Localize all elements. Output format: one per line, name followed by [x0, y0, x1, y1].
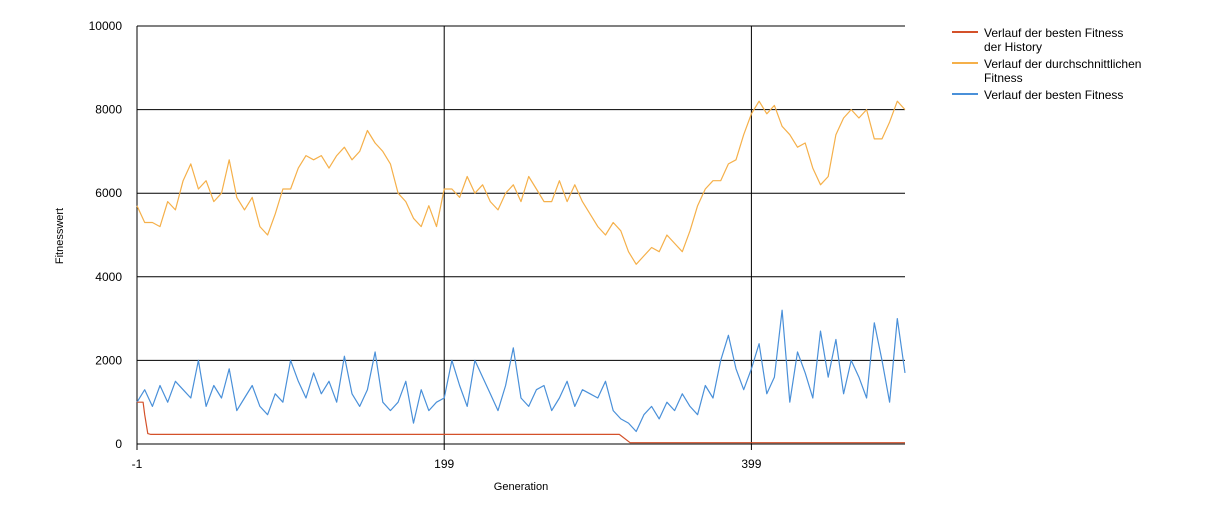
tick-labels: 0 2000 4000 6000 8000 10000 -1 199 399	[89, 19, 762, 471]
y-tick-label: 0	[115, 437, 122, 451]
grid	[136, 25, 905, 450]
x-tick-label: -1	[132, 457, 143, 471]
y-tick-label: 2000	[95, 353, 122, 367]
legend-label: Verlauf der besten Fitness	[984, 88, 1123, 102]
series-line-1	[136, 100, 906, 265]
legend-label: Verlauf der besten Fitness	[984, 26, 1123, 40]
series-line-2	[136, 309, 906, 433]
legend-item-2: Verlauf der besten Fitness	[952, 88, 1123, 102]
y-tick-label: 6000	[95, 186, 122, 200]
legend-label: Fitness	[984, 71, 1023, 85]
x-axis-label: Generation	[494, 481, 548, 493]
x-tick-label: 399	[741, 457, 761, 471]
y-tick-label: 10000	[89, 19, 123, 33]
legend-label: der History	[984, 40, 1042, 54]
series-lines	[136, 100, 906, 444]
x-tick-label: 199	[434, 457, 454, 471]
y-tick-label: 8000	[95, 103, 122, 117]
series-line-0	[137, 401, 905, 444]
legend-label: Verlauf der durchschnittlichen	[984, 57, 1141, 71]
y-tick-label: 4000	[95, 270, 122, 284]
y-axis-label: Fitnesswert	[54, 208, 66, 264]
